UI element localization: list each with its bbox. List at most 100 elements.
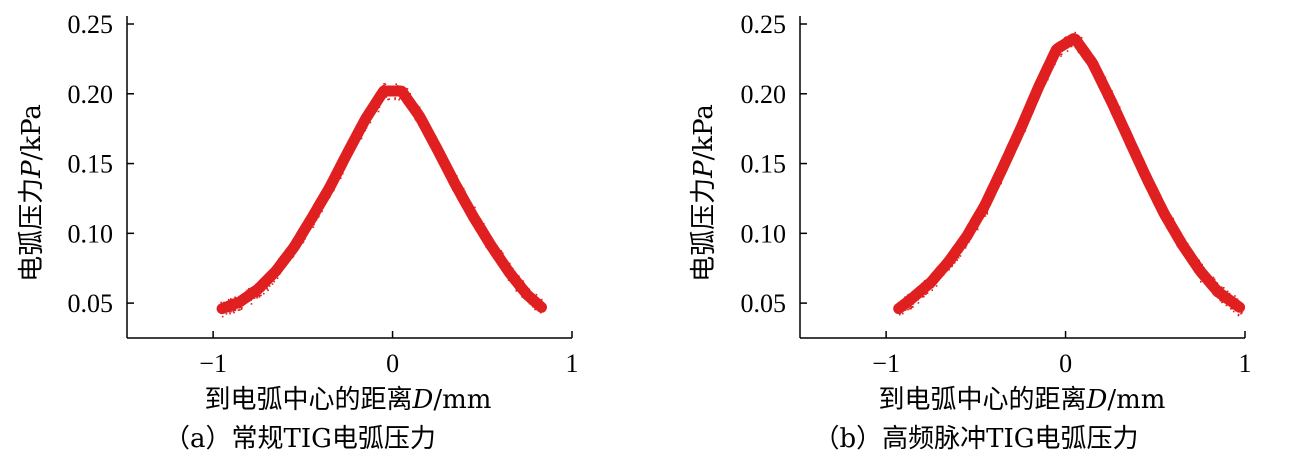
noise-speck	[1029, 113, 1031, 116]
noise-speck	[400, 86, 402, 89]
noise-speck	[295, 247, 298, 249]
y-tick-label: 0.20	[68, 80, 114, 109]
noise-speck	[221, 307, 223, 309]
noise-speck	[310, 225, 313, 228]
noise-speck	[260, 294, 262, 297]
noise-speck	[325, 187, 328, 189]
noise-speck	[959, 242, 961, 245]
noise-speck	[347, 146, 350, 148]
noise-speck	[337, 166, 340, 169]
noise-speck	[472, 217, 474, 220]
noise-speck	[1067, 42, 1069, 45]
noise-speck	[319, 202, 321, 204]
noise-speck	[389, 92, 391, 95]
noise-speck	[1001, 175, 1004, 177]
noise-speck	[1031, 100, 1034, 103]
noise-speck	[423, 121, 426, 124]
noise-speck	[1231, 305, 1234, 308]
noise-speck	[1127, 134, 1129, 137]
noise-speck	[429, 135, 432, 138]
noise-speck	[1040, 81, 1043, 84]
noise-speck	[971, 224, 974, 227]
y-tick-label: 0.05	[741, 289, 787, 318]
noise-speck	[1125, 125, 1128, 127]
noise-speck	[343, 157, 346, 160]
noise-speck	[534, 308, 536, 311]
noise-speck	[224, 302, 227, 304]
noise-speck	[982, 201, 984, 204]
noise-speck	[1175, 227, 1177, 229]
noise-speck	[926, 292, 929, 294]
noise-speck	[1164, 210, 1166, 213]
noise-speck	[1212, 276, 1215, 279]
noise-speck	[523, 296, 525, 299]
noise-speck	[1058, 51, 1061, 54]
noise-speck	[518, 275, 520, 277]
noise-speck	[394, 90, 396, 92]
noise-speck	[268, 273, 270, 275]
noise-speck	[1125, 138, 1128, 140]
noise-speck	[1023, 128, 1026, 130]
noise-speck	[486, 241, 489, 244]
noise-speck	[916, 294, 918, 297]
noise-speck	[1047, 66, 1049, 68]
noise-speck	[518, 290, 521, 292]
noise-speck	[464, 194, 467, 197]
noise-speck	[999, 166, 1002, 169]
noise-speck	[318, 215, 320, 218]
noise-speck	[1030, 98, 1032, 101]
noise-speck	[984, 202, 986, 205]
noise-speck	[476, 231, 479, 233]
noise-speck	[536, 306, 539, 309]
noise-speck	[1132, 153, 1135, 156]
noise-speck	[252, 291, 255, 294]
noise-speck	[1104, 81, 1106, 84]
noise-speck	[367, 121, 370, 123]
noise-speck	[1041, 73, 1043, 76]
noise-speck	[398, 91, 401, 93]
noise-speck	[470, 211, 473, 214]
noise-speck	[931, 289, 933, 291]
noise-speck	[1123, 129, 1126, 132]
noise-speck	[302, 227, 304, 230]
noise-speck	[1024, 110, 1027, 112]
noise-speck	[234, 298, 237, 301]
noise-speck	[952, 250, 954, 252]
noise-speck	[1186, 242, 1189, 245]
noise-speck	[968, 241, 970, 243]
noise-speck	[1199, 264, 1201, 266]
noise-speck	[518, 277, 521, 280]
noise-speck	[408, 102, 410, 104]
noise-speck	[452, 175, 455, 177]
noise-speck	[947, 257, 949, 260]
noise-speck	[430, 129, 433, 131]
noise-speck	[411, 106, 413, 108]
noise-speck	[342, 156, 344, 158]
noise-speck	[527, 296, 529, 298]
noise-speck	[260, 291, 263, 294]
noise-speck	[529, 295, 532, 297]
noise-speck	[528, 288, 530, 290]
noise-speck	[509, 262, 511, 265]
noise-speck	[914, 290, 916, 292]
noise-speck	[1047, 78, 1049, 81]
noise-speck	[1115, 104, 1118, 106]
noise-speck	[1069, 44, 1072, 47]
noise-speck	[1136, 160, 1139, 162]
noise-speck	[1017, 134, 1019, 137]
noise-speck	[1033, 91, 1036, 94]
noise-speck	[907, 308, 909, 311]
y-tick-label: 0.25	[68, 10, 114, 39]
noise-speck	[1045, 66, 1048, 68]
noise-speck	[259, 279, 261, 282]
noise-speck	[899, 310, 901, 312]
noise-speck	[954, 259, 957, 262]
noise-speck	[350, 150, 353, 153]
panel-caption: （a）常规TIG电弧压力	[164, 424, 436, 454]
noise-speck	[308, 223, 311, 226]
noise-speck	[499, 260, 501, 262]
noise-speck	[263, 289, 265, 291]
noise-speck	[277, 264, 280, 267]
noise-speck	[444, 153, 446, 156]
noise-speck	[342, 172, 344, 175]
